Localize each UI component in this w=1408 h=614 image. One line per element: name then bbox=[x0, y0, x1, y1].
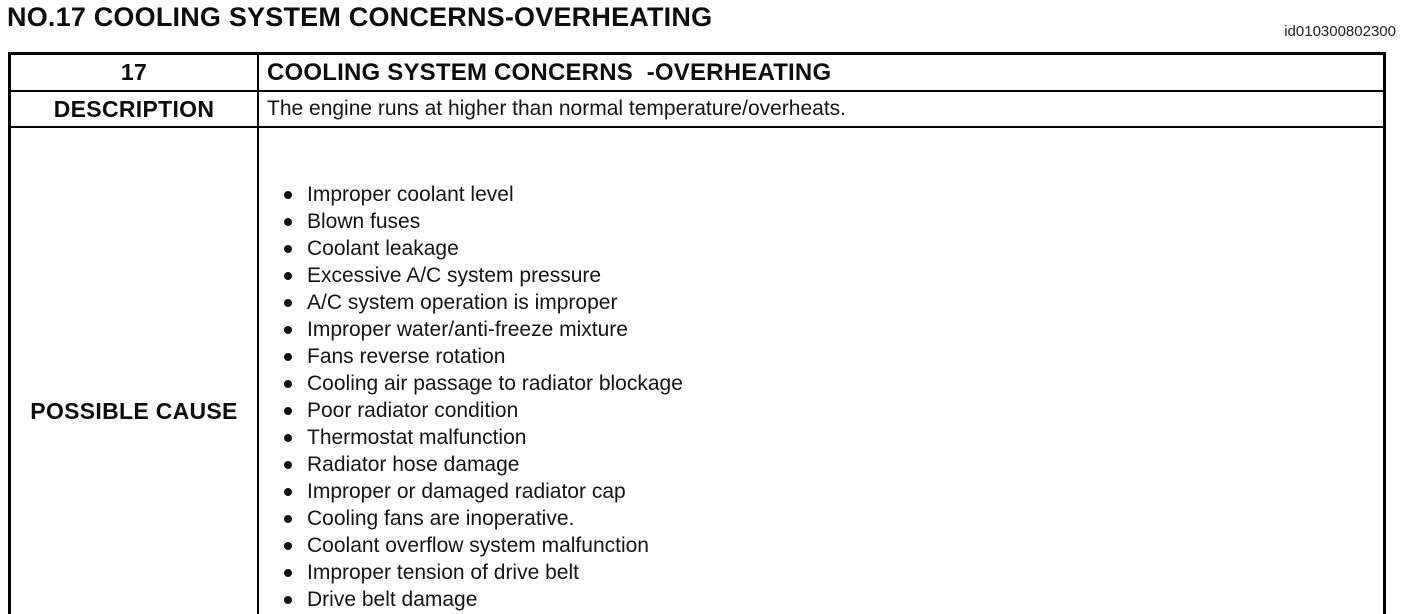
page-title: NO.17 COOLING SYSTEM CONCERNS-OVERHEATIN… bbox=[7, 2, 713, 32]
description-label-cell: DESCRIPTION bbox=[8, 90, 259, 128]
possible-cause-item: Radiator hose damage bbox=[267, 451, 1377, 478]
possible-cause-item: Cooling air passage to radiator blockage bbox=[267, 370, 1377, 397]
possible-cause-item: Improper coolant level bbox=[267, 181, 1377, 208]
possible-cause-item: A/C system operation is improper bbox=[267, 289, 1377, 316]
possible-cause-item: Coolant leakage bbox=[267, 235, 1377, 262]
concern-table: 17 COOLING SYSTEM CONCERNS -OVERHEATING … bbox=[8, 52, 1386, 614]
possible-cause-item: Fans reverse rotation bbox=[267, 343, 1377, 370]
possible-cause-item: Cooling fans are inoperative. bbox=[267, 505, 1377, 532]
table-row-concern-number: 17 COOLING SYSTEM CONCERNS -OVERHEATING bbox=[8, 52, 1386, 92]
possible-cause-item: Poor radiator condition bbox=[267, 397, 1377, 424]
possible-cause-content-cell: Improper coolant level Blown fuses Coolant… bbox=[257, 126, 1386, 614]
possible-cause-item: Excessive A/C system pressure bbox=[267, 262, 1377, 289]
possible-cause-item: Improper or damaged radiator cap bbox=[267, 478, 1377, 505]
possible-cause-label-cell: POSSIBLE CAUSE bbox=[8, 126, 259, 614]
possible-cause-item: Thermostat malfunction bbox=[267, 424, 1377, 451]
document-id: id010300802300 bbox=[1284, 23, 1396, 40]
table-row-possible-cause: POSSIBLE CAUSE Improper coolant level Blo… bbox=[8, 126, 1386, 614]
concern-title-cell: COOLING SYSTEM CONCERNS -OVERHEATING bbox=[257, 52, 1386, 92]
possible-cause-item: Blown fuses bbox=[267, 208, 1377, 235]
concern-number-cell: 17 bbox=[8, 52, 259, 92]
possible-cause-item: Improper tension of drive belt bbox=[267, 559, 1377, 586]
possible-cause-item: Coolant overflow system malfunction bbox=[267, 532, 1377, 559]
description-text-cell: The engine runs at higher than normal te… bbox=[257, 90, 1386, 128]
possible-cause-list: Improper coolant level Blown fuses Coolant… bbox=[267, 181, 1377, 614]
possible-cause-item: Improper water/anti-freeze mixture bbox=[267, 316, 1377, 343]
possible-cause-item: Drive belt damage bbox=[267, 586, 1377, 613]
table-row-description: DESCRIPTION The engine runs at higher th… bbox=[8, 90, 1386, 128]
